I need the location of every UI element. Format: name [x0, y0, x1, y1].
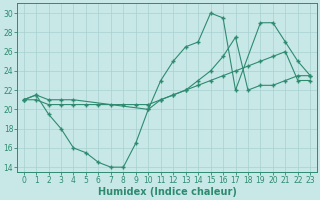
X-axis label: Humidex (Indice chaleur): Humidex (Indice chaleur): [98, 187, 236, 197]
